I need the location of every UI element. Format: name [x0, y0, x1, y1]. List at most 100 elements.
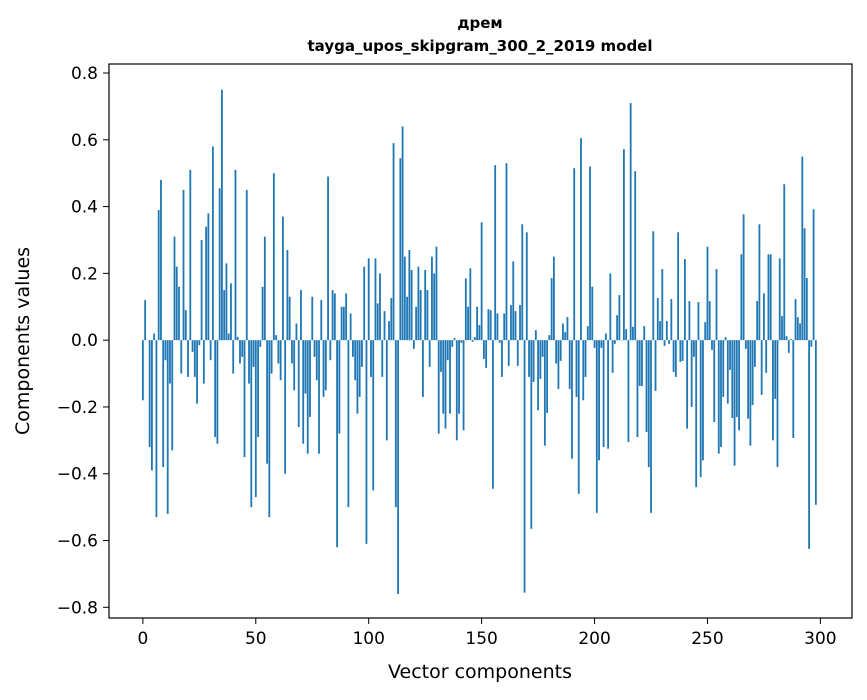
bar [512, 261, 514, 340]
bar [754, 340, 756, 367]
y-axis-label: Components values [12, 247, 34, 435]
bar [478, 325, 480, 340]
bar [402, 126, 404, 340]
bar [481, 222, 483, 340]
bar [451, 340, 453, 347]
bar [300, 290, 302, 340]
bar [149, 340, 151, 447]
bar [180, 340, 182, 373]
bar [761, 340, 763, 395]
bar [652, 231, 654, 340]
bar [189, 170, 191, 340]
bar [772, 340, 774, 440]
bar [411, 270, 413, 340]
bar [745, 340, 747, 349]
bar [338, 340, 340, 434]
bar [646, 340, 648, 432]
bar [463, 340, 465, 430]
bar [510, 305, 512, 340]
bar [422, 340, 424, 397]
x-tick-label: 50 [245, 629, 267, 649]
bar [607, 340, 609, 449]
bar [702, 340, 704, 460]
bar [738, 340, 740, 430]
bar [788, 340, 790, 353]
bar [700, 340, 702, 477]
bar [759, 224, 761, 340]
bar [253, 340, 255, 367]
bar [643, 326, 645, 340]
bar [384, 311, 386, 340]
bar [792, 340, 794, 438]
bar [637, 340, 639, 437]
bar [309, 340, 311, 417]
bar [580, 138, 582, 340]
y-tick-label: 0.2 [71, 264, 98, 284]
y-tick-label: −0.4 [57, 465, 98, 485]
bar [361, 340, 363, 367]
bar [465, 278, 467, 340]
bar [747, 340, 749, 418]
bar [456, 340, 458, 440]
bar [275, 335, 277, 340]
bar [291, 340, 293, 363]
bar [223, 290, 225, 340]
bar [808, 340, 810, 549]
bar [497, 313, 499, 340]
bar [474, 337, 476, 340]
bar [151, 340, 153, 470]
bar [289, 297, 291, 340]
bar [709, 301, 711, 340]
bar [262, 287, 264, 340]
bar [657, 298, 659, 340]
bar [386, 340, 388, 440]
bar [725, 337, 727, 340]
bar [614, 340, 616, 344]
bar [600, 340, 602, 348]
bar [673, 340, 675, 372]
bar [264, 237, 266, 341]
bar [221, 90, 223, 340]
bar [216, 340, 218, 444]
bar [442, 340, 444, 413]
bar [246, 190, 248, 340]
bar [469, 268, 471, 340]
bar [494, 165, 496, 340]
bar [664, 340, 666, 346]
bar [458, 340, 460, 413]
bar [241, 340, 243, 357]
bar [375, 258, 377, 340]
bar [307, 340, 309, 454]
bar [571, 340, 573, 459]
bar [503, 313, 505, 340]
bar [770, 254, 772, 340]
bar [508, 340, 510, 366]
bar [334, 293, 336, 340]
bar [167, 340, 169, 514]
bar [354, 340, 356, 380]
bar [648, 340, 650, 467]
bar [467, 307, 469, 340]
bar [539, 340, 541, 379]
bar [573, 168, 575, 340]
bar [698, 302, 700, 340]
bar [490, 310, 492, 340]
bar [483, 340, 485, 359]
bar [734, 340, 736, 466]
bar [393, 143, 395, 340]
bar [210, 340, 212, 360]
bar [235, 170, 237, 340]
bar [632, 327, 634, 340]
bar [454, 338, 456, 340]
bar [603, 340, 605, 447]
bar [436, 247, 438, 341]
bar [488, 309, 490, 340]
bar [415, 307, 417, 340]
bar [501, 340, 503, 377]
bar [381, 340, 383, 377]
bar [655, 340, 657, 391]
bar [187, 340, 189, 377]
bar [431, 257, 433, 340]
bar [551, 278, 553, 340]
